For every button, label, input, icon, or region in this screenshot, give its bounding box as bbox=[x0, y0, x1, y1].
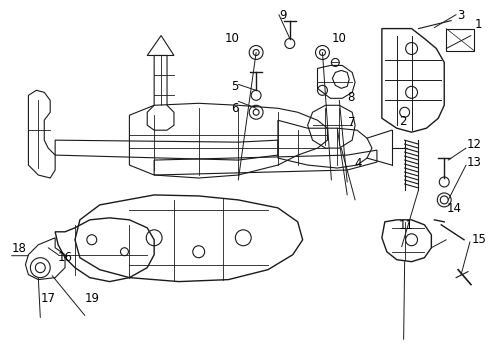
Text: 8: 8 bbox=[347, 91, 355, 104]
Text: 7: 7 bbox=[347, 116, 355, 129]
Text: 19: 19 bbox=[85, 292, 99, 305]
Text: 15: 15 bbox=[471, 233, 486, 246]
Text: 10: 10 bbox=[224, 32, 240, 45]
Text: 1: 1 bbox=[475, 18, 483, 31]
Text: 12: 12 bbox=[466, 138, 481, 150]
Text: 4: 4 bbox=[355, 157, 362, 170]
Text: 6: 6 bbox=[231, 102, 239, 115]
Text: 11: 11 bbox=[398, 220, 413, 233]
Text: 13: 13 bbox=[466, 156, 481, 168]
Bar bbox=[446, 28, 474, 50]
Text: 3: 3 bbox=[457, 9, 464, 22]
Text: 18: 18 bbox=[11, 242, 26, 255]
Text: 10: 10 bbox=[332, 32, 347, 45]
Text: 2: 2 bbox=[400, 116, 407, 129]
Text: 16: 16 bbox=[58, 251, 73, 264]
Text: 14: 14 bbox=[447, 202, 462, 215]
Text: 17: 17 bbox=[41, 292, 55, 305]
Text: 5: 5 bbox=[231, 80, 239, 93]
Text: 9: 9 bbox=[280, 9, 287, 22]
